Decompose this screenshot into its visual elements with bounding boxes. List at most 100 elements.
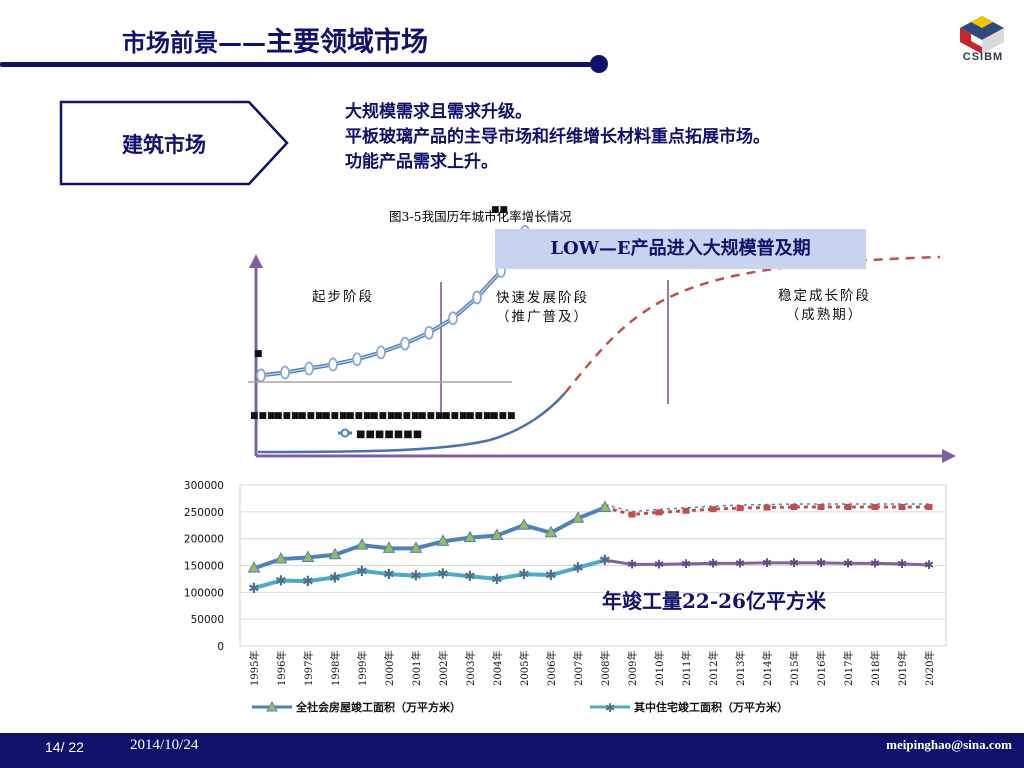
forecast-marker xyxy=(709,506,717,513)
data-point: ✱ xyxy=(491,572,503,588)
x-tick-label: 2011年 xyxy=(680,651,693,686)
inset-data-point xyxy=(400,336,410,351)
stage-stable-text-1: 稳定成长阶段 xyxy=(778,288,871,304)
y-tick-label: 300000 xyxy=(184,480,224,492)
title-underline-dot xyxy=(590,55,608,73)
page-number: 14/ 22 xyxy=(45,739,84,755)
inset-data-point xyxy=(448,311,458,326)
data-point xyxy=(382,541,396,553)
inset-tick-labels: ■■■■■■■■■ ■■■■■■■■■ ■■■■■■■■■ ■■■■■■ xyxy=(250,411,516,421)
forecast-marker: ✱ xyxy=(681,557,691,571)
x-tick-label: 2016年 xyxy=(815,651,828,686)
data-point: ✱ xyxy=(599,553,611,569)
legend-total-marker xyxy=(266,700,278,712)
lowe-banner: LOW—E产品进入大规模普及期 xyxy=(495,229,866,269)
page-title: 市场前景——主要领域市场 xyxy=(122,20,428,59)
tag-label: 建筑市场 xyxy=(122,133,206,157)
forecast-line xyxy=(604,558,930,567)
tag-shape xyxy=(59,100,289,186)
x-axis-arrow xyxy=(942,449,956,463)
data-point xyxy=(328,547,342,560)
x-tick-label: 1998年 xyxy=(329,651,342,686)
x-tick-label: 2006年 xyxy=(545,651,558,686)
x-tick-label: 1997年 xyxy=(302,651,315,686)
inset-data-point xyxy=(280,365,290,380)
forecast-marker xyxy=(682,507,690,514)
inset-line-chart xyxy=(256,224,530,383)
forecast-marker xyxy=(763,504,771,511)
y-tick-label: 0 xyxy=(217,641,224,653)
forecast-marker xyxy=(628,511,636,518)
x-tick-label: 1996年 xyxy=(275,651,288,686)
svg-text:■■■: ■■■ xyxy=(298,411,324,421)
data-point xyxy=(598,500,612,513)
inset-data-point xyxy=(328,357,338,372)
forecast-marker: ✱ xyxy=(789,556,799,570)
y-tick-label: 50000 xyxy=(191,614,224,626)
x-tick-label: 2003年 xyxy=(464,651,477,686)
data-point xyxy=(355,538,369,550)
stage-fast-text-1: 快速发展阶段 xyxy=(496,290,589,306)
data-point: ✱ xyxy=(356,564,368,580)
data-point xyxy=(409,541,423,553)
data-point xyxy=(571,511,585,523)
x-tick-label: 2017年 xyxy=(842,651,855,686)
stage-stable-label: 稳定成长阶段 （成熟期） xyxy=(778,287,871,325)
data-point: ✱ xyxy=(248,581,260,597)
series-line xyxy=(253,505,606,571)
svg-text:■■■: ■■■ xyxy=(274,411,300,421)
title-prefix: 市场前景—— xyxy=(122,29,266,57)
forecast-marker: ✱ xyxy=(870,556,880,570)
x-tick-label: 2001年 xyxy=(410,651,423,686)
forecast-marker: ✱ xyxy=(735,556,745,570)
data-point xyxy=(436,534,450,546)
legend: 全社会房屋竣工面积（万平方米） ✱ 其中住宅竣工面积（万平方米） xyxy=(252,700,788,715)
data-point xyxy=(517,518,531,530)
y-tick-label: 250000 xyxy=(184,507,224,519)
data-point xyxy=(463,530,477,543)
legend-res-marker: ✱ xyxy=(605,701,615,715)
stage-fast-text-2: （推广普及） xyxy=(496,309,589,325)
x-tick-label: 2008年 xyxy=(599,651,612,686)
x-tick-label: 2010年 xyxy=(653,651,666,686)
data-point xyxy=(301,550,315,562)
x-tick-label: 2020年 xyxy=(923,651,936,686)
inset-data-point xyxy=(256,368,266,383)
x-tick-label: 2014年 xyxy=(761,651,774,686)
series-line xyxy=(253,558,606,590)
stage-start-text: 起步阶段 xyxy=(312,289,374,305)
x-tick-label: 2012年 xyxy=(707,651,720,686)
forecast-marker: ✱ xyxy=(843,556,853,570)
footer-email: meipinghao@sina.com xyxy=(886,737,1012,752)
bullet-list: 大规模需求且需求升级。 平板玻璃产品的主导市场和纤维增长材料重点拓展市场。 功能… xyxy=(345,100,770,175)
title-underline xyxy=(0,62,598,67)
inset-top-value: ■■ xyxy=(491,205,508,215)
inset-data-point xyxy=(376,345,386,360)
data-point: ✱ xyxy=(302,574,314,590)
forecast-marker: ✱ xyxy=(762,556,772,570)
x-tick-label: 2013年 xyxy=(734,651,747,686)
data-point: ✱ xyxy=(329,570,341,586)
inset-data-point xyxy=(472,290,482,305)
data-point: ✱ xyxy=(383,567,395,583)
svg-text:■■■: ■■■ xyxy=(394,411,420,421)
forecast-marker xyxy=(790,504,798,511)
x-tick-label: 1995年 xyxy=(248,651,261,686)
inset-data-point xyxy=(304,361,314,376)
svg-text:■■■: ■■■ xyxy=(322,411,348,421)
stage-start-label: 起步阶段 xyxy=(312,288,374,307)
inset-legend-text: ■■■■■■■ xyxy=(356,429,422,440)
forecast-marker xyxy=(898,504,906,511)
data-point: ✱ xyxy=(275,574,287,590)
forecast-marker: ✱ xyxy=(600,553,610,567)
forecast-marker: ✱ xyxy=(816,556,826,570)
x-tick-label: 2004年 xyxy=(491,651,504,686)
x-tick-label: 2019年 xyxy=(896,651,909,686)
footer-date: 2014/10/24 xyxy=(130,737,199,753)
inset-data-point xyxy=(424,325,434,340)
csibm-logo-icon xyxy=(960,16,1004,54)
forecast-marker: ✱ xyxy=(708,556,718,570)
data-point: ✱ xyxy=(572,561,584,577)
data-point xyxy=(490,528,504,540)
inset-data-point xyxy=(352,352,362,367)
